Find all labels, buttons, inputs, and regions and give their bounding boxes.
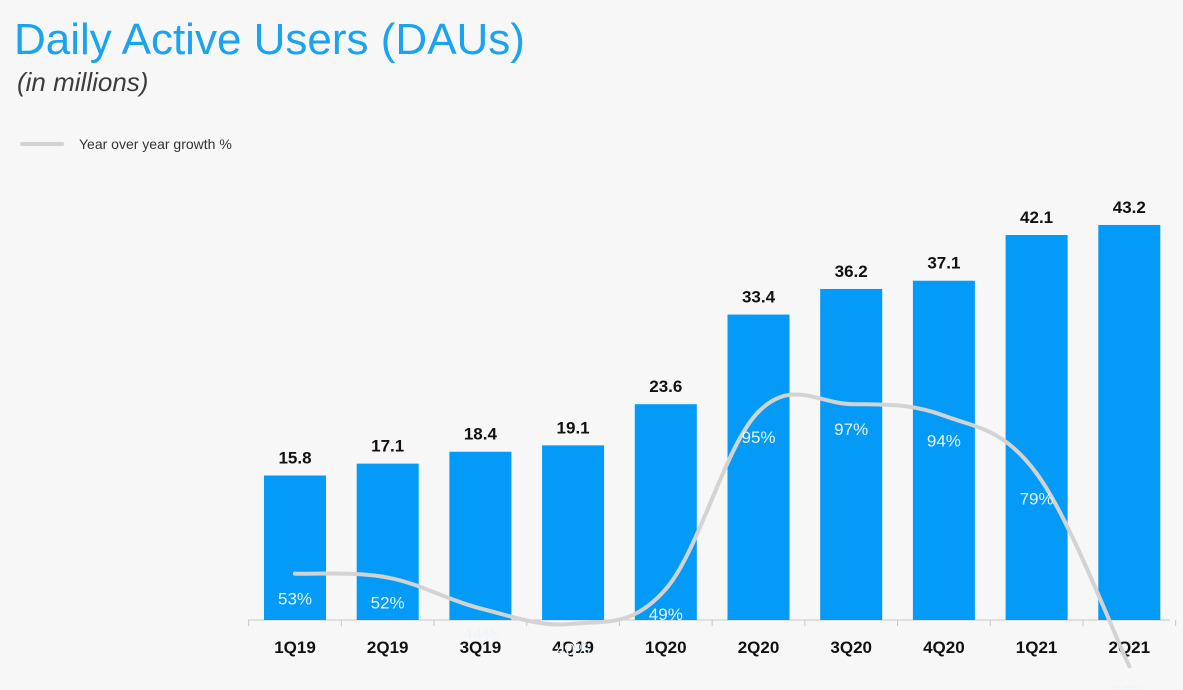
growth-point-3Q19 — [478, 606, 483, 611]
x-tick-label: 4Q19 — [552, 638, 594, 657]
x-tick-label: 1Q20 — [645, 638, 687, 657]
bar-value-label: 37.1 — [927, 254, 960, 273]
bar-1Q20 — [634, 404, 697, 620]
growth-value-label: 94% — [927, 432, 961, 451]
legend: Year over year growth % — [20, 134, 232, 154]
x-tick-label: 3Q19 — [460, 638, 502, 657]
bar-value-label: 19.1 — [557, 418, 590, 437]
bar-value-label: 23.6 — [649, 377, 682, 396]
growth-value-label: 52% — [371, 594, 405, 613]
bar-value-label: 18.4 — [464, 425, 498, 444]
bar-value-label: 43.2 — [1113, 198, 1146, 217]
growth-value-label: 53% — [278, 590, 312, 609]
bar-2Q21 — [1098, 224, 1161, 620]
bar-3Q19 — [449, 451, 512, 620]
bar-1Q19 — [264, 475, 326, 620]
bar-3Q20 — [820, 288, 883, 620]
bar-2Q19 — [356, 463, 419, 620]
growth-value-label: 49% — [649, 605, 683, 624]
x-tick-label: 1Q21 — [1016, 638, 1058, 657]
growth-point-1Q19 — [293, 571, 297, 576]
chart-subtitle: (in millions) — [17, 67, 149, 97]
growth-value-label: 29% — [1112, 682, 1146, 690]
growth-value-label: 40% — [556, 640, 590, 659]
x-tick-label: 2Q20 — [738, 638, 780, 657]
legend-line-swatch — [20, 142, 64, 146]
bar-value-label: 36.2 — [835, 262, 868, 281]
growth-value-label: 95% — [741, 428, 775, 447]
growth-line — [293, 392, 1132, 669]
x-tick-label: 1Q19 — [274, 638, 316, 657]
x-tick-label: 2Q19 — [367, 638, 409, 657]
x-tick-label: 2Q21 — [1109, 638, 1151, 657]
x-tick-label: 4Q20 — [923, 638, 965, 657]
growth-value-label: 97% — [834, 420, 868, 439]
growth-point-4Q20 — [941, 413, 946, 418]
legend-label: Year over year growth % — [79, 136, 232, 152]
bar-4Q20 — [912, 280, 975, 620]
x-tick-label: 3Q20 — [830, 638, 872, 657]
growth-point-2Q19 — [385, 575, 390, 580]
growth-point-1Q20 — [663, 587, 668, 592]
bar-value-label: 42.1 — [1020, 208, 1053, 227]
bar-value-label: 33.4 — [742, 288, 776, 307]
growth-point-4Q19 — [571, 621, 576, 626]
bar-4Q19 — [542, 445, 605, 620]
bar-1Q21 — [1005, 235, 1068, 620]
chart-title: Daily Active Users (DAUs) — [14, 15, 525, 64]
growth-point-3Q20 — [849, 402, 854, 407]
growth-value-label: 79% — [1020, 489, 1054, 508]
growth-point-1Q21 — [1034, 471, 1039, 476]
growth-value-label: 44% — [463, 624, 497, 643]
bar-value-label: 17.1 — [371, 437, 404, 456]
bar-2Q20 — [727, 314, 790, 620]
bar-value-label: 15.8 — [278, 449, 311, 468]
growth-point-2Q21 — [1127, 664, 1132, 669]
growth-point-2Q20 — [756, 409, 761, 414]
